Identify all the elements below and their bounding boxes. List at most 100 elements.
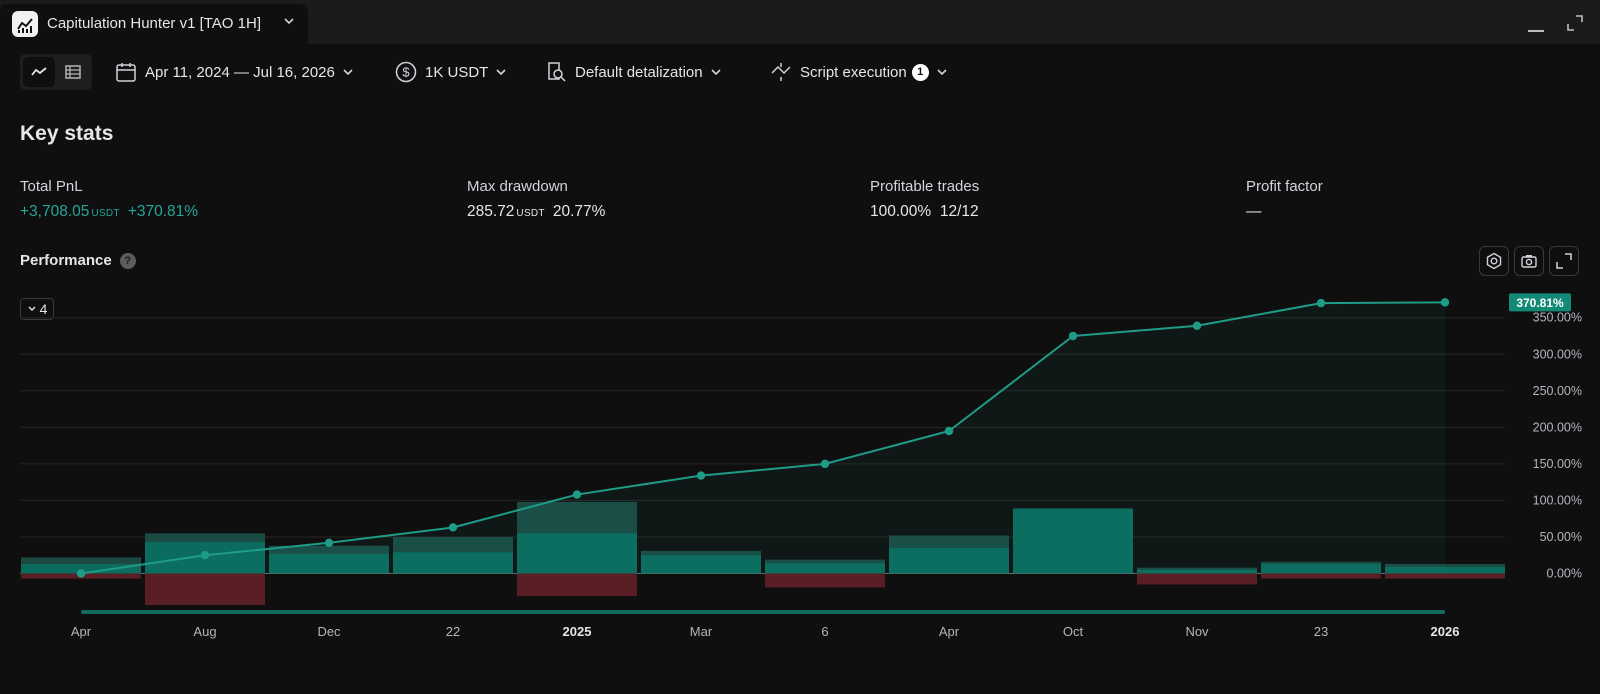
line-point xyxy=(1192,321,1202,330)
total-pnl-percent: +370.81% xyxy=(127,203,199,220)
stat-max-drawdown: Max drawdown 285.72 USDT 20.77% xyxy=(467,178,605,221)
collapse-count: 4 xyxy=(39,301,48,317)
camera-icon[interactable] xyxy=(1514,246,1544,276)
capital-selector[interactable]: $ 1K USDT xyxy=(395,60,508,84)
line-point xyxy=(1440,298,1450,307)
table-icon[interactable] xyxy=(57,57,89,87)
line-point xyxy=(696,471,706,480)
stat-profit-factor: Profit factor — xyxy=(1246,178,1323,221)
stat-label: Total PnL xyxy=(20,178,83,195)
x-tick-label: Apr xyxy=(71,624,92,639)
last-value-badge xyxy=(1509,293,1571,312)
capital-label: 1K USDT xyxy=(425,63,489,81)
y-tick-label: 200.00% xyxy=(1533,420,1582,434)
x-tick-label: Nov xyxy=(1185,624,1209,639)
settings-icon[interactable] xyxy=(1479,246,1509,276)
bar-positive xyxy=(1261,563,1381,574)
title-bar: Capitulation Hunter v1 [TAO 1H] xyxy=(0,0,1600,44)
window-tab[interactable]: Capitulation Hunter v1 [TAO 1H] xyxy=(0,4,308,44)
maximize-icon[interactable] xyxy=(1566,14,1584,32)
chart-area xyxy=(81,302,1445,614)
bar-positive xyxy=(641,555,761,574)
stat-total-pnl: Total PnL +3,708.05 USDT +370.81% xyxy=(20,178,198,221)
x-tick-label: 6 xyxy=(821,624,828,639)
x-tick-label: Oct xyxy=(1063,624,1084,639)
bar-negative xyxy=(1261,573,1381,579)
x-tick-label: Dec xyxy=(317,624,341,639)
max-drawdown-percent: 20.77% xyxy=(552,203,606,220)
bar-positive xyxy=(393,552,513,574)
y-tick-label: 250.00% xyxy=(1533,384,1582,398)
bar-positive xyxy=(1013,508,1133,574)
script-execution-badge: 1 xyxy=(911,63,929,81)
x-tick-label: 2025 xyxy=(563,624,592,639)
date-range-label: Apr 11, 2024 — Jul 16, 2026 xyxy=(145,63,335,81)
profit-factor-value: — xyxy=(1246,203,1262,220)
detalization-icon xyxy=(548,62,566,82)
range-scrollbar[interactable] xyxy=(81,610,1445,614)
calendar-icon xyxy=(116,63,136,82)
x-tick-label: 22 xyxy=(446,624,460,639)
max-drawdown-value: 285.72 xyxy=(467,203,515,220)
performance-line xyxy=(80,301,1446,575)
date-range-selector[interactable]: Apr 11, 2024 — Jul 16, 2026 xyxy=(115,60,355,84)
profitable-ratio: 12/12 xyxy=(939,203,979,220)
detalization-label: Default detalization xyxy=(575,63,703,81)
y-tick-label: 150.00% xyxy=(1533,457,1582,471)
script-execution-label: Script execution xyxy=(800,63,907,81)
minimize-icon[interactable] xyxy=(1528,30,1544,32)
fullscreen-icon[interactable] xyxy=(1549,246,1579,276)
line-chart-icon[interactable] xyxy=(23,57,55,87)
stat-value: 285.72 USDT 20.77% xyxy=(467,203,605,221)
line-point xyxy=(200,551,210,560)
y-tick-label: 100.00% xyxy=(1533,493,1582,507)
chart-y-axis: 0.00% 50.00% 100.00% 150.00% 200.00% 250.00% 3… xyxy=(1533,311,1582,581)
bar-negative xyxy=(145,573,265,605)
bar-positive xyxy=(1137,569,1257,574)
chevron-down-icon xyxy=(28,306,36,311)
performance-title-text: Performance xyxy=(20,252,112,269)
collapse-button[interactable]: 4 xyxy=(20,298,54,320)
line-point xyxy=(820,459,830,469)
bar-positive xyxy=(1385,566,1505,574)
chart-x-axis: Apr Aug Dec 22 2025 Mar 6 Apr Oct Nov 23 2026 xyxy=(71,624,1460,639)
chevron-down-icon[interactable] xyxy=(282,14,296,28)
stat-profitable-trades: Profitable trades 100.00% 12/12 xyxy=(870,178,979,221)
line-point xyxy=(1316,298,1326,308)
help-icon[interactable]: ? xyxy=(119,252,136,269)
stat-value: 100.00% 12/12 xyxy=(870,203,979,221)
bar-negative xyxy=(1385,573,1505,579)
y-tick-label: 0.00% xyxy=(1547,567,1582,581)
profitable-percent: 100.00% xyxy=(870,203,932,220)
stat-label: Profit factor xyxy=(1246,178,1323,195)
bar-positive xyxy=(269,553,389,574)
svg-text:$: $ xyxy=(402,65,410,80)
x-tick-label: 23 xyxy=(1314,624,1328,639)
bar-positive xyxy=(765,563,885,574)
last-value-text: 370.81% xyxy=(1516,296,1564,310)
tab-title: Capitulation Hunter v1 [TAO 1H] xyxy=(47,15,261,32)
chevron-down-icon xyxy=(343,69,353,76)
line-point xyxy=(572,490,582,499)
script-execution-selector[interactable]: Script execution 1 xyxy=(770,60,949,84)
chevron-down-icon xyxy=(711,69,721,76)
bar-positive xyxy=(517,533,637,574)
key-stats-title: Key stats xyxy=(20,122,114,145)
chart-gridlines xyxy=(20,317,1505,574)
performance-title: Performance ? xyxy=(20,252,136,269)
x-tick-label: Aug xyxy=(193,624,216,639)
bar-positive xyxy=(21,563,141,574)
line-point xyxy=(1068,331,1078,341)
y-tick-label: 50.00% xyxy=(1540,530,1582,544)
stat-label: Profitable trades xyxy=(870,178,980,195)
chevron-down-icon xyxy=(496,69,506,76)
stat-value: +3,708.05 USDT +370.81% xyxy=(20,203,198,221)
chevron-down-icon xyxy=(937,69,947,76)
max-drawdown-unit: USDT xyxy=(516,208,545,219)
x-tick-label: Apr xyxy=(939,624,960,639)
total-pnl-unit: USDT xyxy=(91,208,120,219)
detalization-selector[interactable]: Default detalization xyxy=(545,60,723,84)
toolbar: Apr 11, 2024 — Jul 16, 2026 $ 1K USDT De… xyxy=(0,52,1600,92)
bar-negative xyxy=(765,573,885,588)
bar-positive xyxy=(889,547,1009,574)
